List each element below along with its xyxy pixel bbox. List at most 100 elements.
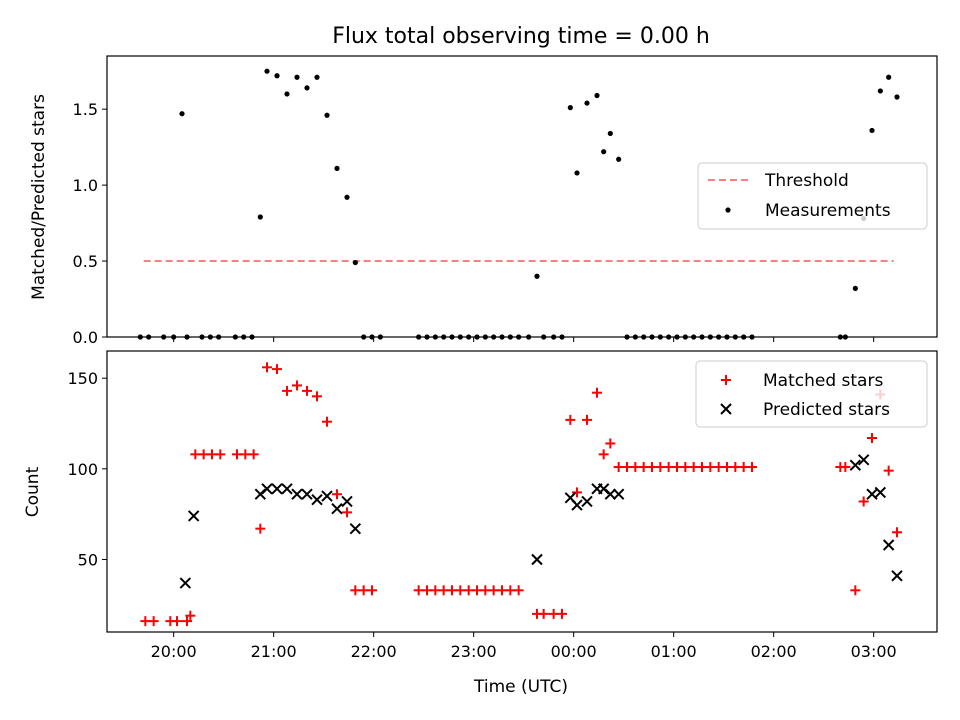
measurement-point (741, 334, 747, 340)
predicted-point (349, 522, 362, 535)
measurement-point (441, 334, 447, 340)
predicted-point (891, 570, 903, 582)
measurement-point (482, 334, 488, 340)
matched-point (582, 414, 592, 425)
predicted-point (331, 503, 343, 515)
measurement-point (691, 334, 697, 340)
matched-point (302, 385, 312, 396)
measurement-point (699, 334, 705, 340)
matched-point (867, 433, 877, 444)
matched-point (262, 362, 272, 373)
measurement-point (146, 334, 152, 340)
count-ytick-label: 50 (78, 550, 98, 569)
legend-box (697, 162, 928, 230)
matched-point (367, 585, 377, 596)
measurement-point (682, 334, 688, 340)
count-frame (106, 350, 938, 633)
measurement-point (294, 74, 300, 80)
measurement-point (304, 85, 310, 91)
matched-point (883, 465, 894, 476)
matched-point (342, 507, 352, 518)
measurement-point (707, 334, 713, 340)
matched-point (255, 523, 266, 534)
predicted-point (612, 488, 625, 500)
measurement-point (449, 334, 455, 340)
predicted-point (311, 493, 323, 506)
measurement-point (369, 334, 375, 340)
matched-point (630, 462, 641, 473)
predicted-point (271, 483, 283, 495)
measurement-point (616, 156, 622, 162)
ratio-legend: Threshold Measurements (697, 162, 928, 230)
measurement-point (732, 334, 738, 340)
count-ytick-label: 150 (67, 369, 98, 388)
matched-point (605, 438, 616, 449)
predicted-x-b (604, 488, 617, 500)
legend-box (695, 360, 928, 428)
matched-point (505, 585, 516, 596)
predicted-point (261, 483, 273, 495)
predicted-point (341, 495, 353, 508)
matched-point (312, 391, 322, 402)
matched-point (248, 449, 259, 460)
measurement-point (649, 334, 655, 340)
measurement-point (842, 334, 848, 340)
measurement-point (551, 334, 557, 340)
matched-point (182, 616, 192, 627)
matched-point (747, 462, 757, 473)
predicted-x-b (612, 488, 625, 500)
predicted-x-b (564, 492, 577, 504)
measurement-point (674, 334, 680, 340)
measurement-point (516, 334, 522, 340)
count-xtick-label: 02:00 (751, 642, 797, 661)
measurement-point (184, 334, 190, 340)
matched-point (240, 449, 251, 460)
predicted-point (321, 490, 333, 502)
predicted-x-b (271, 483, 283, 495)
measurement-point (199, 334, 205, 340)
measurement-point (249, 334, 255, 340)
measurement-point (137, 334, 143, 340)
predicted-point (874, 486, 887, 499)
matched-point (140, 616, 151, 627)
measurement-point (632, 334, 638, 340)
predicted-x-b (179, 577, 192, 589)
measurement-point (216, 334, 222, 340)
predicted-x-b (301, 488, 313, 500)
measurement-point (716, 334, 722, 340)
predicted-point (581, 495, 593, 508)
measurement-point (284, 91, 290, 97)
predicted-x-b (849, 459, 862, 471)
measurement-point (641, 334, 647, 340)
measurement-point (161, 334, 167, 340)
predicted-x-b (291, 488, 303, 500)
predicted-x-b (581, 495, 593, 508)
measurement-point (171, 334, 177, 340)
matched-point (148, 616, 159, 627)
matched-point (172, 616, 182, 627)
measurement-point (264, 68, 270, 74)
measurement-point (601, 149, 607, 155)
predicted-point (604, 488, 617, 500)
measurement-point (541, 334, 547, 340)
measurement-point (499, 334, 505, 340)
measurement-point (526, 334, 532, 340)
measurement-point (466, 334, 472, 340)
matched-point (592, 387, 602, 398)
measurement-point (749, 334, 755, 340)
count-xtick-label: 00:00 (551, 642, 597, 661)
measurement-point (352, 259, 358, 266)
measurement-point (877, 88, 883, 94)
predicted-x-b (341, 495, 353, 508)
legend-matched-label: Matched stars (763, 371, 883, 391)
matched-point (513, 585, 524, 596)
matched-point (680, 462, 691, 473)
legend-measurement-label: Measurements (765, 201, 891, 221)
predicted-point (882, 539, 895, 551)
measurement-point (594, 92, 600, 99)
measurement-point (457, 334, 463, 340)
legend-threshold-label: Threshold (764, 171, 849, 191)
matched-point (840, 462, 851, 473)
measurement-point (232, 334, 238, 340)
measurement-point (257, 214, 263, 220)
